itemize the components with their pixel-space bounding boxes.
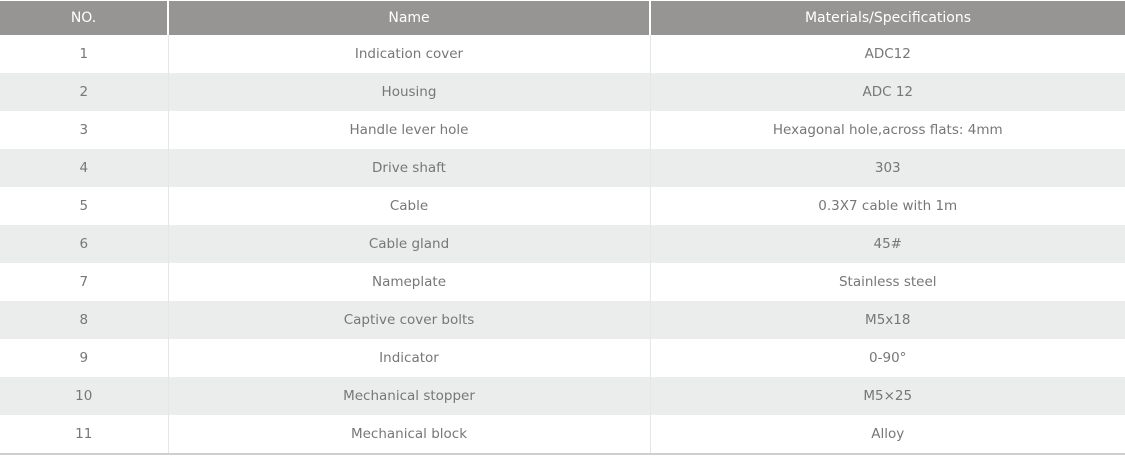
cell-name: Indication cover [167,35,650,73]
table-row: 8 Captive cover bolts M5x18 [0,301,1125,339]
table-row: 9 Indicator 0-90° [0,339,1125,377]
cell-material: 0-90° [649,339,1125,377]
cell-material: ADC12 [649,35,1125,73]
cell-no: 3 [79,122,89,138]
table-row: 6 Cable gland 45# [0,225,1125,263]
cell-no: 2 [0,73,168,111]
table-row: 3 Handle lever hole Hexagonal hole,across … [0,111,1125,149]
cell-name: Drive shaft [167,149,650,187]
table-row: 4 Drive shaft 303 [0,149,1125,187]
cell-material: 45# [649,225,1125,263]
cell-material: Hexagonal hole,across flats: 4mm [649,111,1125,149]
cell-material: M5×25 [649,377,1125,415]
cell-material: Alloy [649,415,1125,455]
cell-name: Nameplate [167,263,650,301]
table-row: 11 Mechanical block Alloy [0,415,1125,455]
cell-name: Indicator [167,339,650,377]
cell-name: Mechanical stopper [167,377,650,415]
cell-no: 9 [79,350,89,366]
cell-name: Cable [167,187,650,225]
cell-material: 303 [649,149,1125,187]
header-materials: Materials/Specifications [649,1,1125,35]
header-no: NO. [0,1,168,35]
cell-no: 5 [79,198,89,214]
cell-material: 0.3X7 cable with 1m [649,187,1125,225]
table-row: 10 Mechanical stopper M5×25 [0,377,1125,415]
table-row: 5 Cable 0.3X7 cable with 1m [0,187,1125,225]
cell-material: Stainless steel [649,263,1125,301]
table-row: 2 Housing ADC 12 [0,73,1125,111]
cell-no: 8 [0,301,168,339]
table-row: 1 Indication cover ADC12 [0,35,1125,73]
cell-name: Handle lever hole [167,111,650,149]
header-row: NO. Name Materials/Specifications [0,1,1125,35]
cell-no: 6 [0,225,168,263]
cell-name: Housing [167,73,650,111]
cell-name: Mechanical block [167,415,650,455]
cell-material: ADC 12 [649,73,1125,111]
cell-name: Cable gland [167,225,650,263]
cell-no: 1 [79,46,89,62]
cell-no: 7 [79,274,89,290]
cell-no: 4 [0,149,168,187]
cell-no: 10 [0,377,168,415]
cell-material: M5x18 [649,301,1125,339]
header-name: Name [167,1,650,35]
cell-name: Captive cover bolts [167,301,650,339]
cell-no: 11 [0,415,168,455]
table-row: 7 Nameplate Stainless steel [0,263,1125,301]
